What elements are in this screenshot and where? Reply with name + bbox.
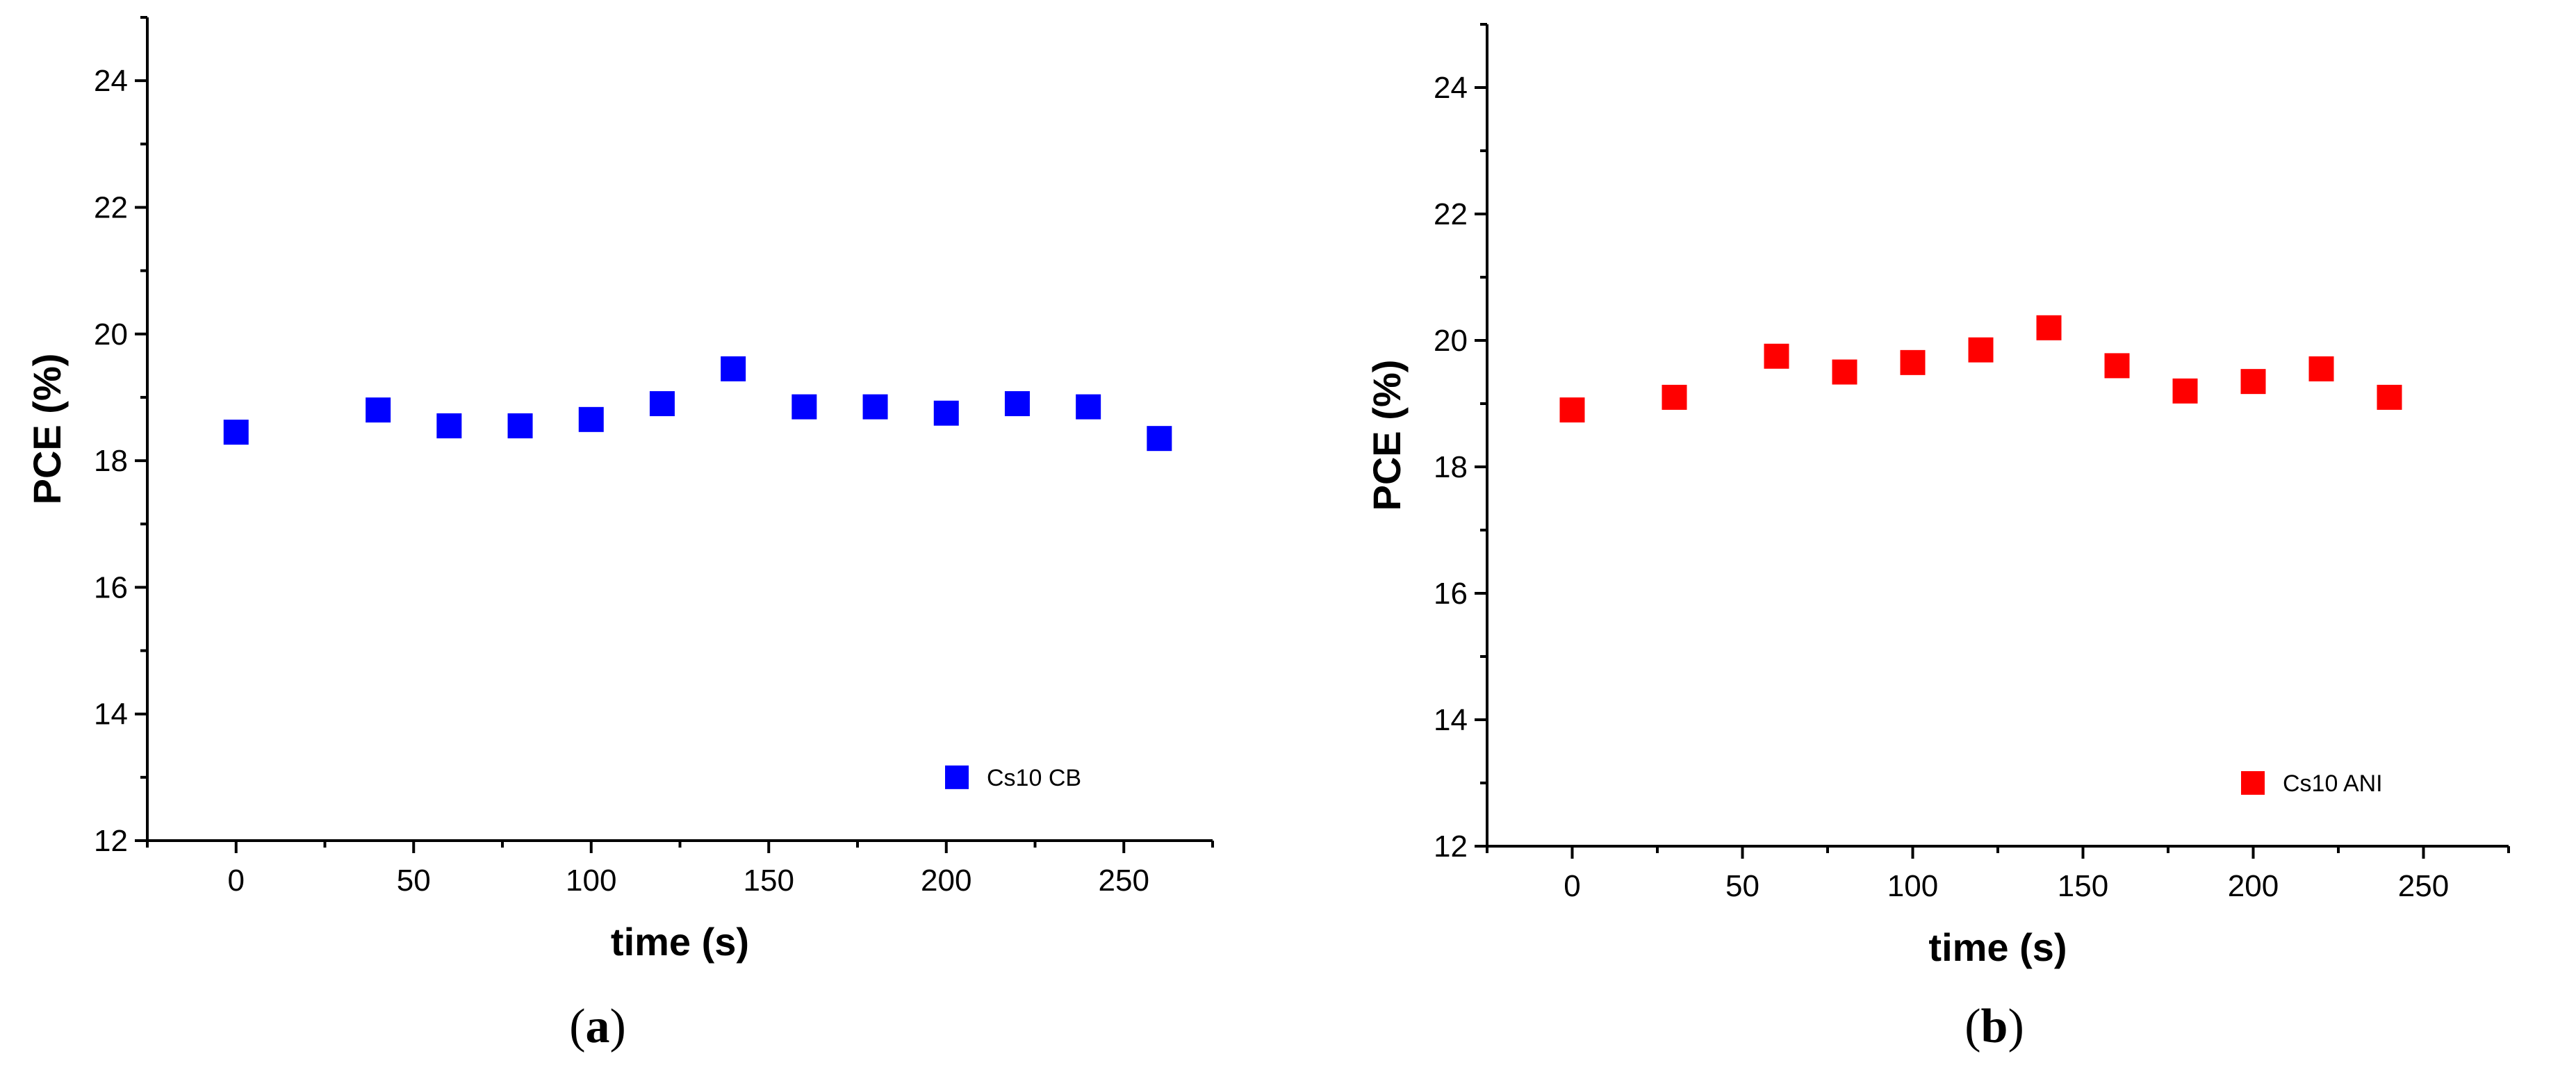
y-axis-title: PCE (%) [1365, 360, 1409, 511]
data-point [366, 397, 391, 423]
x-tick-label: 200 [921, 864, 971, 898]
data-point [2104, 353, 2130, 379]
legend-label: Cs10 ANI [2283, 770, 2383, 797]
legend-marker [945, 765, 969, 789]
data-point [2036, 315, 2062, 340]
legend-marker [2241, 771, 2265, 795]
y-tick-label: 16 [1434, 577, 1468, 611]
x-tick-label: 0 [1564, 869, 1580, 903]
data-point [1147, 426, 1172, 452]
x-tick-label: 200 [2228, 869, 2279, 903]
data-point [2172, 378, 2198, 404]
y-tick-label: 18 [1434, 450, 1468, 484]
x-tick-label: 150 [744, 864, 794, 898]
x-axis-title: time (s) [611, 920, 749, 964]
y-tick-label: 14 [1434, 703, 1468, 737]
y-tick-label: 16 [94, 570, 128, 604]
data-point [1076, 394, 1101, 420]
x-tick-label: 250 [1099, 864, 1149, 898]
data-point [721, 356, 746, 381]
x-tick-label: 50 [397, 864, 431, 898]
x-tick-label: 100 [566, 864, 616, 898]
data-point [1900, 349, 1926, 375]
y-tick-label: 20 [94, 317, 128, 352]
data-point [1662, 384, 1687, 410]
y-tick-label: 12 [1434, 830, 1468, 864]
y-axis-title: PCE (%) [25, 354, 69, 505]
y-tick-label: 22 [1434, 197, 1468, 231]
data-point [507, 413, 533, 438]
panel-label: (a) [569, 1000, 626, 1053]
data-point [862, 394, 888, 420]
y-tick-label: 22 [94, 190, 128, 224]
panel-label: (b) [1964, 1000, 2024, 1053]
x-tick-label: 50 [1725, 869, 1759, 903]
data-point [649, 391, 675, 417]
legend-label: Cs10 CB [987, 765, 1081, 791]
data-point [933, 400, 959, 426]
chart-panel-b: 12 14 16 18 20 22 24 0 50 100 150 200 250 time (s) PCE… [1365, 23, 2510, 1053]
data-point [1559, 397, 1585, 423]
y-tick-label: 14 [94, 698, 128, 732]
x-tick-label: 100 [1887, 869, 1938, 903]
chart-panel-a: 12 14 16 18 20 22 24 0 50 100 150 200 250 time (s) PCE… [25, 16, 1214, 1053]
y-tick-label: 18 [94, 444, 128, 478]
x-tick-label: 250 [2398, 869, 2449, 903]
data-point [1764, 343, 1789, 369]
data-point [791, 394, 817, 420]
x-tick-label: 0 [228, 864, 245, 898]
data-point [1004, 391, 1030, 417]
y-tick-label: 24 [94, 64, 128, 98]
x-axis-title: time (s) [1928, 925, 2067, 969]
y-tick-label: 12 [94, 824, 128, 858]
data-point [223, 420, 249, 445]
y-tick-label: 20 [1434, 324, 1468, 358]
data-point [1968, 337, 1994, 363]
data-point [578, 406, 604, 432]
data-point [2377, 384, 2402, 410]
data-point [2240, 369, 2266, 395]
data-point [436, 413, 462, 438]
data-point [1832, 359, 1857, 385]
data-point [2308, 356, 2334, 381]
x-tick-label: 150 [2058, 869, 2108, 903]
y-tick-label: 24 [1434, 71, 1468, 105]
